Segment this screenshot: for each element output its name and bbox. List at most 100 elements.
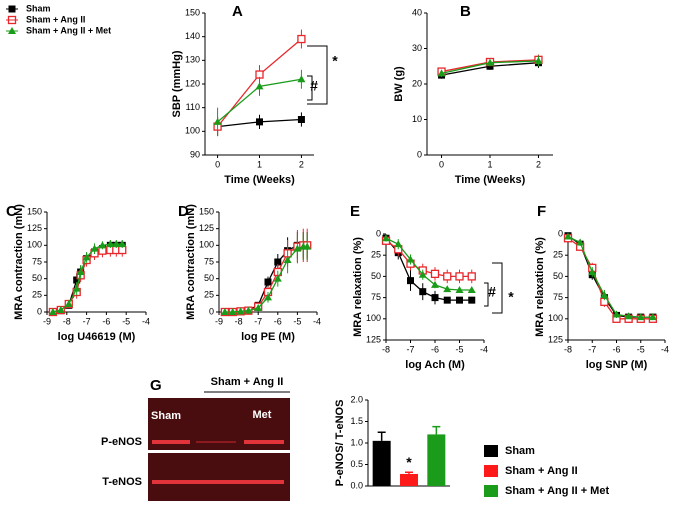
x-tick-label: -4 [661, 344, 669, 354]
legend-label: Sham [505, 445, 535, 457]
annotation: * [332, 53, 338, 69]
marker [534, 56, 543, 64]
marker [82, 253, 91, 261]
marker [648, 313, 657, 321]
y-tick-label: 125 [548, 334, 563, 344]
y-tick-label: 110 [186, 102, 200, 112]
x-tick-label: -8 [235, 316, 243, 326]
marker [430, 269, 440, 279]
y-tick-label: 1.5 [350, 416, 363, 426]
marker [407, 277, 414, 285]
band [196, 441, 236, 443]
marker [76, 268, 85, 275]
bracket [307, 75, 313, 101]
marker [255, 82, 264, 90]
marker [588, 268, 597, 276]
marker [486, 58, 494, 66]
marker [455, 272, 464, 281]
x-tick-label: 2 [536, 159, 541, 169]
bracket [484, 282, 489, 307]
marker [303, 242, 312, 250]
x-tick-label: -7 [254, 316, 262, 326]
marker [256, 118, 263, 126]
marker [612, 310, 621, 318]
x-axis-label: Time (Weeks) [455, 174, 526, 186]
legend-label: Sham [26, 3, 51, 13]
blot-group: Sham + Ang II [211, 376, 284, 388]
legend-swatch [484, 485, 498, 497]
y-tick-label: 1.0 [350, 437, 363, 447]
y-tick-label: 50 [371, 271, 381, 281]
marker [297, 34, 306, 44]
y-tick-label: 100 [185, 126, 200, 136]
lane-label: Sham [151, 410, 181, 422]
y-tick-label: 0 [209, 306, 214, 316]
marker [73, 276, 81, 284]
y-tick-label: 25 [204, 290, 214, 300]
y-tick-label: 125 [366, 334, 381, 344]
y-tick-label: 50 [553, 271, 563, 281]
y-tick-label: 20 [412, 78, 422, 88]
y-tick-label: 100 [548, 313, 563, 323]
y-axis-label: MRA relaxation (%) [352, 237, 364, 337]
x-tick-label: -5 [122, 316, 130, 326]
panel-letter: F [537, 203, 546, 220]
panel-letter: A [232, 3, 243, 20]
marker [624, 312, 633, 320]
x-tick-label: -8 [564, 344, 572, 354]
x-axis-label: log U46619 (M) [58, 331, 136, 343]
y-tick-label: 150 [199, 206, 214, 216]
marker [576, 238, 585, 246]
marker [228, 308, 237, 315]
band [244, 440, 284, 444]
marker [244, 306, 253, 314]
x-tick-label: -6 [431, 344, 439, 354]
x-tick-label: -7 [406, 344, 414, 354]
y-tick-label: 50 [32, 273, 42, 283]
x-tick-label: 0 [215, 159, 220, 169]
panel-letter: C [6, 203, 17, 220]
y-axis-label: P-eNOS/ T-eNOS [334, 400, 346, 487]
marker [64, 300, 73, 307]
y-tick-label: 0 [37, 306, 42, 316]
marker [220, 308, 229, 315]
lane-label: Met [253, 409, 272, 421]
marker [112, 240, 121, 247]
marker [467, 272, 476, 281]
marker [468, 296, 476, 304]
y-axis-label: MRA contraction (mN) [185, 204, 197, 320]
y-tick-label: 75 [553, 292, 563, 302]
y-tick-label: 0 [558, 228, 563, 238]
x-tick-label: -9 [215, 316, 223, 326]
y-tick-label: 0 [417, 149, 422, 159]
row-label: P-eNOS [101, 436, 142, 448]
blot-row-bg [148, 453, 290, 501]
y-tick-label: 10 [412, 114, 422, 124]
y-tick-label: 75 [371, 292, 381, 302]
y-tick-label: 25 [32, 290, 42, 300]
bar [372, 440, 391, 486]
annotation: * [508, 289, 514, 305]
marker [236, 307, 245, 315]
marker [283, 256, 292, 263]
marker [293, 244, 302, 252]
marker [382, 234, 390, 242]
marker [273, 274, 282, 282]
x-tick-label: 0 [439, 159, 444, 169]
x-axis-label: log PE (M) [241, 331, 295, 343]
marker [264, 293, 272, 301]
y-tick-label: 125 [27, 223, 42, 233]
y-tick-label: 150 [185, 7, 200, 17]
band [152, 480, 284, 484]
x-tick-label: 1 [487, 159, 492, 169]
x-tick-label: -4 [142, 316, 150, 326]
y-tick-label: 90 [190, 149, 200, 159]
x-tick-label: -6 [102, 316, 110, 326]
x-tick-label: 2 [299, 159, 304, 169]
bracket [492, 262, 503, 314]
marker [419, 288, 427, 296]
row-label: T-eNOS [102, 476, 142, 488]
x-tick-label: -8 [63, 316, 71, 326]
y-tick-label: 50 [204, 273, 214, 283]
